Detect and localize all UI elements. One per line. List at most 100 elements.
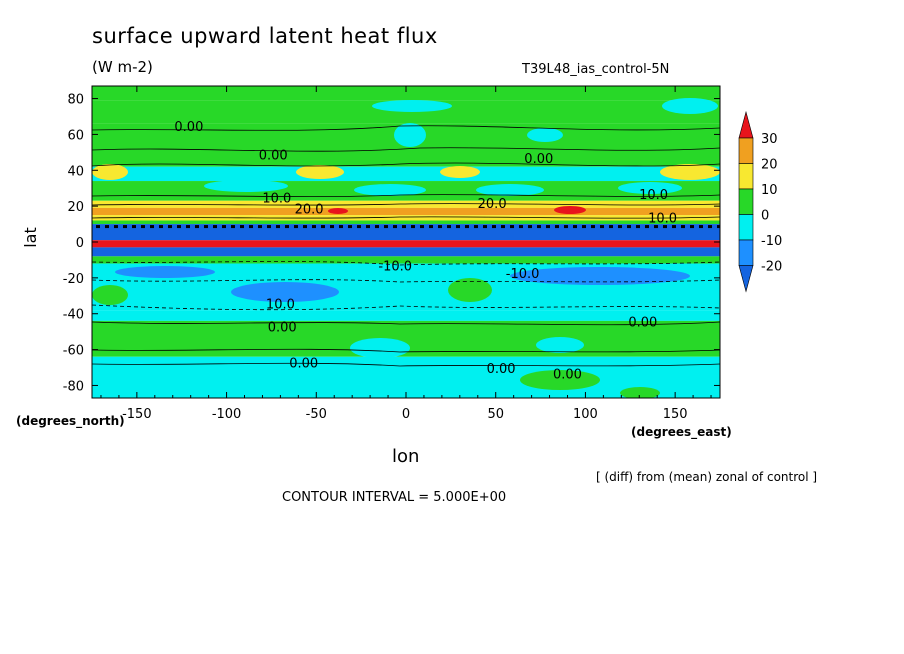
field-band bbox=[92, 224, 720, 241]
grid-dot bbox=[348, 225, 352, 229]
field-blobs bbox=[92, 98, 720, 398]
grid-dot bbox=[519, 225, 523, 229]
contour-labels: 0.00 0.00 0.00 10.0 20.0 20.0 10.0 10.0 -10.0 -10… bbox=[174, 120, 677, 382]
grid-dot bbox=[447, 225, 451, 229]
grid-dot bbox=[258, 225, 262, 229]
green-blob bbox=[620, 387, 660, 398]
grid-dot bbox=[492, 225, 496, 229]
colorbar-label: -10 bbox=[761, 234, 782, 249]
blue-blob bbox=[115, 266, 215, 278]
contour-label: 10.0 bbox=[266, 297, 295, 312]
contour-label: 10.0 bbox=[639, 188, 668, 203]
grid-dot bbox=[636, 225, 640, 229]
yellow-blob bbox=[296, 165, 344, 179]
grid-dot bbox=[141, 225, 145, 229]
grid-dot bbox=[177, 225, 181, 229]
grid-dot bbox=[222, 225, 226, 229]
grid-dot bbox=[303, 225, 307, 229]
colorbar: 30 20 10 0 -10 -20 bbox=[738, 110, 782, 293]
grid-dot bbox=[195, 225, 199, 229]
cyan-blob bbox=[618, 182, 682, 194]
grid-dot bbox=[276, 225, 280, 229]
colorbar-label: -20 bbox=[761, 260, 782, 275]
grid-dot bbox=[663, 225, 667, 229]
field-band bbox=[92, 166, 720, 182]
grid-dot bbox=[411, 225, 415, 229]
contour-label: 0.00 bbox=[628, 315, 657, 330]
grid-dot bbox=[645, 225, 649, 229]
colorbar-swatch bbox=[738, 137, 754, 164]
blue-blob bbox=[510, 267, 690, 285]
x-tick-label: -50 bbox=[306, 407, 327, 422]
cyan-blob bbox=[204, 180, 288, 192]
grid-dot bbox=[573, 225, 577, 229]
contour-label: -10.0 bbox=[506, 267, 540, 282]
contour-label: 0.00 bbox=[487, 362, 516, 377]
red-blob bbox=[328, 208, 348, 214]
grid-dot bbox=[105, 225, 109, 229]
blue-blob bbox=[231, 282, 339, 302]
grid-dot bbox=[321, 225, 325, 229]
run-label: T39L48_ias_control-5N bbox=[522, 62, 670, 77]
grid-dot bbox=[339, 225, 343, 229]
grid-dot bbox=[267, 225, 271, 229]
colorbar-label: 0 bbox=[761, 209, 769, 224]
cyan-blob bbox=[357, 272, 433, 300]
field-band bbox=[92, 356, 720, 398]
cyan-blob bbox=[536, 337, 584, 353]
cyan-blob bbox=[372, 100, 452, 112]
grid-dot bbox=[474, 225, 478, 229]
grid-dot bbox=[582, 225, 586, 229]
y-tick-label: 0 bbox=[76, 236, 84, 251]
diff-note: [ (diff) from (mean) zonal of control ] bbox=[596, 470, 818, 484]
grid-dot bbox=[249, 225, 253, 229]
grid-dot bbox=[429, 225, 433, 229]
grid-dot bbox=[285, 225, 289, 229]
plot-area: 0.00 0.00 0.00 10.0 20.0 20.0 10.0 10.0 -10.0 -10… bbox=[92, 86, 720, 398]
contour-line bbox=[92, 279, 720, 283]
contour-label: 0.00 bbox=[268, 321, 297, 336]
contour-label: 0.00 bbox=[289, 357, 318, 372]
field-band bbox=[92, 247, 720, 257]
grid-dot bbox=[618, 225, 622, 229]
grid-dot bbox=[627, 225, 631, 229]
grid-dot bbox=[591, 225, 595, 229]
x-tick-label: 100 bbox=[573, 407, 598, 422]
grid-dot bbox=[528, 225, 532, 229]
field-band bbox=[92, 310, 720, 321]
y-tick-label: 40 bbox=[67, 164, 84, 179]
grid-dot bbox=[366, 225, 370, 229]
cyan-blob bbox=[662, 98, 718, 114]
green-blob bbox=[92, 285, 128, 305]
yellow-blob bbox=[440, 166, 480, 178]
colorbar-label: 20 bbox=[761, 158, 778, 173]
field-band bbox=[92, 86, 720, 101]
y-axis: -80 -60 -40 -20 0 20 40 60 80 bbox=[63, 93, 720, 394]
grid-dot bbox=[384, 225, 388, 229]
grid-dot bbox=[654, 225, 658, 229]
cyan-blob bbox=[527, 128, 563, 142]
grid-dot bbox=[537, 225, 541, 229]
x-axis-label: lon bbox=[392, 446, 420, 467]
x-tick-label: 50 bbox=[487, 407, 504, 422]
colorbar-label: 10 bbox=[761, 183, 778, 198]
contour-line bbox=[92, 348, 720, 353]
grid-dot bbox=[357, 225, 361, 229]
contour-label: 20.0 bbox=[478, 197, 507, 212]
contour-label: -10.0 bbox=[378, 260, 412, 275]
grid-dot bbox=[456, 225, 460, 229]
contour-line bbox=[92, 203, 720, 206]
contour-line bbox=[92, 216, 720, 219]
grid-dot bbox=[186, 225, 190, 229]
cyan-blob bbox=[476, 184, 544, 196]
grid-dot bbox=[240, 225, 244, 229]
colorbar-swatch bbox=[738, 188, 754, 215]
contour-label: 20.0 bbox=[295, 202, 324, 217]
green-blob bbox=[448, 278, 492, 302]
y-tick-label: -20 bbox=[63, 272, 84, 287]
grid-dot bbox=[204, 225, 208, 229]
grid-dot bbox=[213, 225, 217, 229]
field-band bbox=[92, 240, 720, 248]
colorbar-label: 30 bbox=[761, 132, 778, 147]
